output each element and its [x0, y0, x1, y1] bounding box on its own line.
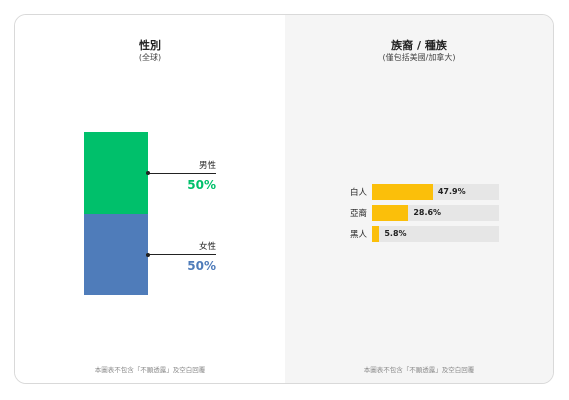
female-connector-line — [146, 254, 216, 256]
ethnicity-chart-title: 族裔 / 種族 — [391, 39, 447, 52]
ethnicity-bar-row: 亞裔 28.6% — [285, 205, 553, 221]
ethnicity-bar-row: 白人 47.9% — [285, 184, 553, 200]
male-value: 50% — [187, 177, 216, 192]
ethnicity-chart-note: 本圖表不包含「不願透露」及空白回覆 — [363, 366, 475, 374]
ethnicity-bar — [372, 205, 409, 221]
male-connector-line — [146, 172, 216, 174]
ethnicity-category-label: 黑人 — [349, 230, 367, 240]
ethnicity-chart-subtitle: (僅包括美國/加拿大) — [382, 53, 456, 62]
ethnicity-category-label: 白人 — [349, 188, 367, 198]
ethnicity-bar-track: 47.9% — [372, 184, 499, 200]
female-segment — [84, 213, 148, 295]
ethnicity-bar-track: 5.8% — [372, 226, 499, 242]
male-connector-dot — [146, 171, 150, 176]
gender-chart-subtitle: (全球) — [138, 53, 162, 62]
ethnicity-bar-track: 28.6% — [372, 205, 499, 221]
ethnicity-category-label: 亞裔 — [349, 209, 367, 219]
gender-chart-title: 性別 — [139, 39, 161, 52]
ethnicity-bar — [372, 226, 380, 242]
ethnicity-panel: 族裔 / 種族 (僅包括美國/加拿大) 白人 47.9% 亞裔 28.6% 黑人 — [285, 15, 553, 383]
male-segment — [84, 132, 148, 214]
ethnicity-bar-value: 5.8% — [384, 229, 407, 238]
ethnicity-bar-value: 47.9% — [437, 187, 466, 196]
gender-chart-note: 本圖表不包含「不願透露」及空白回覆 — [94, 366, 206, 374]
demographics-card: 性別 (全球) 男性 50% 女性 50% 本圖表不包含「不願透露」及空白回覆 … — [14, 14, 554, 384]
female-label: 女性 — [198, 242, 216, 253]
ethnicity-bar — [372, 184, 433, 200]
male-label: 男性 — [198, 160, 216, 171]
female-value: 50% — [187, 259, 216, 274]
ethnicity-bar-value: 28.6% — [413, 208, 442, 217]
female-connector-dot — [146, 252, 150, 257]
gender-panel: 性別 (全球) 男性 50% 女性 50% 本圖表不包含「不願透露」及空白回覆 — [15, 15, 285, 383]
ethnicity-bar-row: 黑人 5.8% — [285, 226, 553, 242]
